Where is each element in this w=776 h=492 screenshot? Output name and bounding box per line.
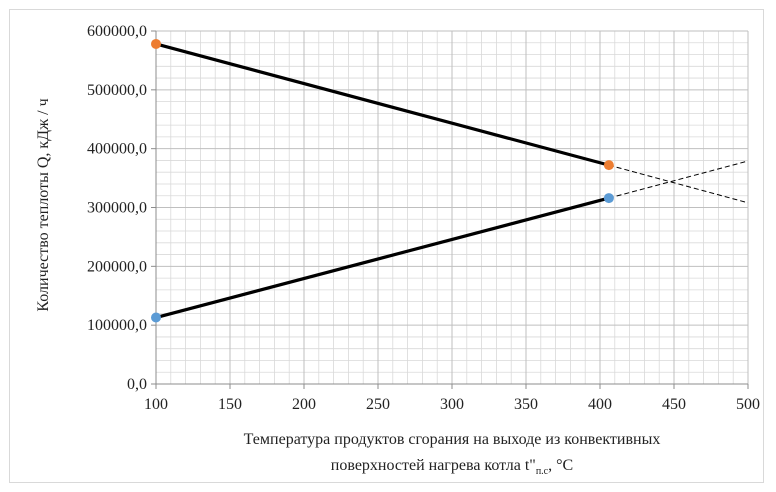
x-axis-title-line1: Температура продуктов сгорания на выходе… (244, 431, 661, 448)
series-1-point-2 (603, 160, 614, 171)
x-tick-label: 100 (144, 396, 168, 413)
y-tick-label: 400000,0 (87, 141, 147, 158)
y-tick-label: 200000,0 (87, 258, 147, 275)
x-tick-label: 300 (440, 396, 464, 413)
series-2-point-1 (151, 312, 161, 323)
series-2-point-2 (603, 193, 614, 204)
x-tick-label: 450 (662, 396, 686, 413)
series-1-point-1 (151, 38, 161, 49)
x-axis-title-line2-prefix: поверхностей нагрева котла t" (331, 457, 536, 474)
x-tick-label: 400 (588, 396, 612, 413)
chart-frame (9, 9, 764, 483)
x-tick-label: 150 (218, 396, 242, 413)
y-axis-title: Количество теплоты Q, кДж / ч (35, 98, 52, 311)
x-axis-title-subscript: п.с (536, 466, 549, 477)
series-1-dashed-extension (608, 164, 749, 204)
x-tick-labels: 100 150 200 250 300 350 400 450 500 (144, 396, 760, 413)
series-1-line (155, 42, 610, 167)
x-axis-title-line2: поверхностей нагрева котла t"п.с, °С (331, 457, 573, 477)
y-tick-label: 500000,0 (87, 82, 147, 99)
series-layer (151, 38, 749, 323)
x-tick-label: 250 (366, 396, 390, 413)
series-2-line (155, 196, 610, 320)
x-tick-label: 200 (292, 396, 316, 413)
axes (151, 30, 749, 389)
y-tick-labels: 0,0 100000,0 200000,0 300000,0 400000,0 50000… (87, 23, 147, 393)
y-tick-label: 300000,0 (87, 200, 147, 217)
y-tick-label: 100000,0 (87, 317, 147, 334)
y-tick-label: 0,0 (127, 376, 147, 393)
x-tick-label: 500 (736, 396, 760, 413)
x-tick-label: 350 (514, 396, 538, 413)
x-axis-title-line2-suffix: , °С (548, 457, 573, 474)
y-tick-label: 600000,0 (87, 23, 147, 40)
